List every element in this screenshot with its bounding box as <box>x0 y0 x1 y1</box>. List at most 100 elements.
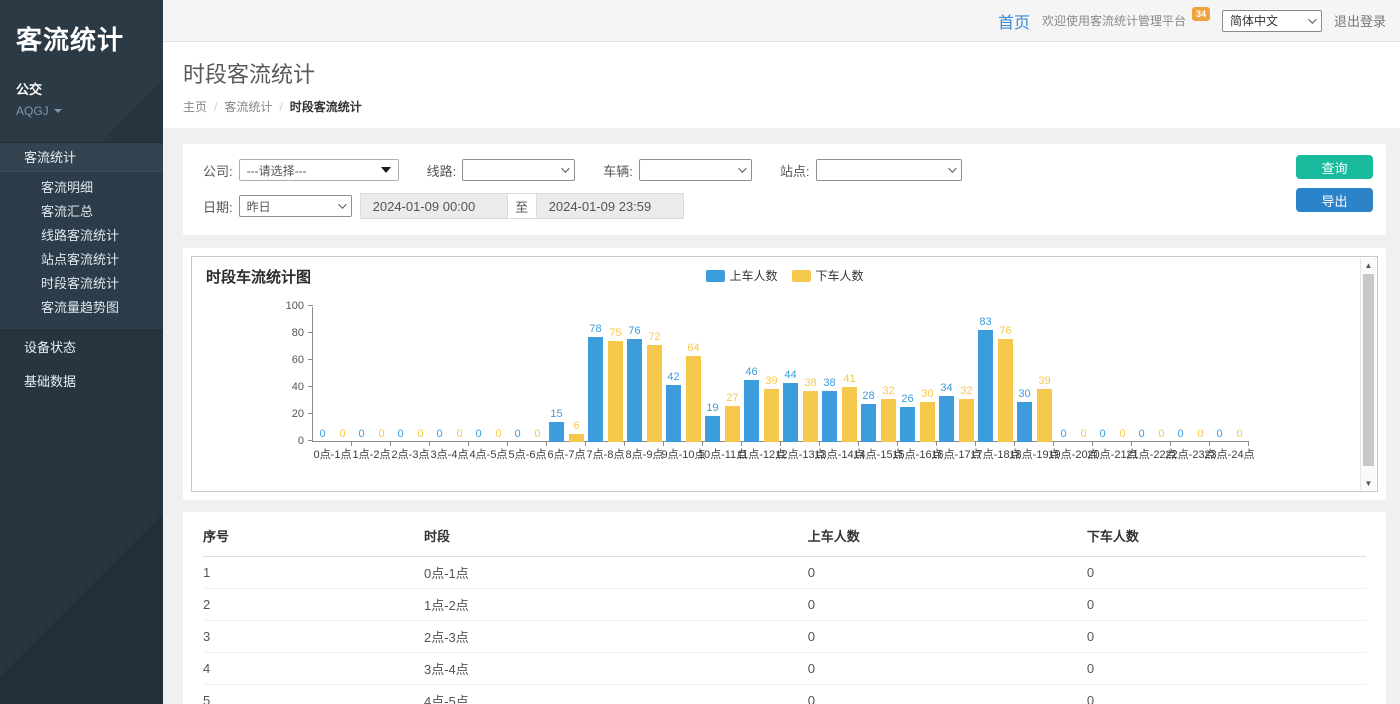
bar-下车人数[interactable] <box>686 355 701 442</box>
table-cell: 0 <box>807 652 1087 685</box>
bar-上车人数[interactable] <box>978 329 993 442</box>
bar-上车人数[interactable] <box>627 339 642 442</box>
date-end-input[interactable]: 2024-01-09 23:59 <box>535 193 684 219</box>
bar-上车人数[interactable] <box>588 336 603 442</box>
x-axis-label: 11点-12点 <box>736 449 787 461</box>
x-axis-label: 12点-13点 <box>775 449 826 461</box>
x-axis-label: 21点-22点 <box>1126 449 1177 461</box>
bar-value-label: 15 <box>550 407 563 420</box>
sidebar-item-站点客流统计[interactable]: 站点客流统计 <box>41 252 120 267</box>
bar-column: 0 <box>1173 428 1189 442</box>
bar-column: 34 <box>939 382 955 442</box>
breadcrumb-item[interactable]: 主页 <box>183 100 208 114</box>
table-cell: 3 <box>203 620 424 653</box>
bar-column: 64 <box>686 342 702 442</box>
table-row: 2 1点-2点 0 0 <box>203 588 1366 621</box>
bar-value-label: 39 <box>1038 375 1051 388</box>
caret-down-icon <box>53 109 62 113</box>
bar-下车人数[interactable] <box>803 390 818 442</box>
bar-value-label: 0 <box>475 428 482 440</box>
legend-item-上车人数[interactable]: 上车人数 <box>705 267 778 284</box>
bar-上车人数[interactable] <box>666 385 681 442</box>
bar-上车人数[interactable] <box>549 421 564 442</box>
bar-下车人数[interactable] <box>647 344 662 442</box>
bar-上车人数[interactable] <box>1017 401 1032 442</box>
line-select[interactable] <box>462 159 576 181</box>
line-label: 线路: <box>426 163 457 179</box>
bar-column: 0 <box>1095 428 1111 442</box>
page-title: 时段客流统计 <box>183 62 316 87</box>
sidebar-section-基础数据[interactable]: 基础数据 <box>24 374 77 389</box>
bar-上车人数[interactable] <box>705 416 720 442</box>
scrollbar-thumb[interactable] <box>1363 274 1374 466</box>
bar-value-label: 42 <box>667 371 680 384</box>
bar-上车人数[interactable] <box>744 379 759 442</box>
bar-column: 0 <box>1212 428 1228 442</box>
bar-上车人数[interactable] <box>939 396 954 442</box>
x-axis-label: 0点-1点 <box>313 449 352 461</box>
table-cell: 0 <box>1086 588 1366 621</box>
legend-label: 上车人数 <box>729 269 778 283</box>
bar-下车人数[interactable] <box>764 389 779 442</box>
bar-group-0点-1点: 0 0 0点-1点 <box>313 307 352 461</box>
bar-下车人数[interactable] <box>920 401 935 442</box>
org-selector[interactable]: AQGJ <box>16 104 147 118</box>
chevron-down-icon <box>337 200 347 209</box>
sidebar-item-时段客流统计[interactable]: 时段客流统计 <box>41 276 120 291</box>
bar-下车人数[interactable] <box>608 340 623 442</box>
bar-value-label: 0 <box>1080 428 1087 440</box>
bar-value-label: 6 <box>573 419 580 432</box>
table-cell: 5 <box>203 684 424 704</box>
bar-下车人数[interactable] <box>569 433 584 442</box>
station-select[interactable] <box>815 159 962 181</box>
bar-下车人数[interactable] <box>725 405 740 442</box>
date-preset-select[interactable]: 昨日 <box>238 195 352 217</box>
bar-column: 0 <box>471 428 487 442</box>
bar-上车人数[interactable] <box>783 382 798 442</box>
query-button[interactable]: 查询 <box>1296 155 1373 179</box>
breadcrumb-item[interactable]: 客流统计 <box>224 100 273 114</box>
chart-vertical-scrollbar[interactable]: ▲ ▼ <box>1360 258 1376 490</box>
vehicle-select[interactable] <box>638 159 752 181</box>
breadcrumb-separator: / <box>214 99 218 114</box>
scroll-down-icon[interactable]: ▼ <box>1364 478 1373 488</box>
x-axis-label: 22点-23点 <box>1165 449 1216 461</box>
bar-下车人数[interactable] <box>842 386 857 442</box>
table-cell: 2 <box>203 588 424 621</box>
bar-下车人数[interactable] <box>959 398 974 442</box>
sidebar-item-线路客流统计[interactable]: 线路客流统计 <box>41 228 120 243</box>
company-select[interactable]: ---请选择--- <box>238 159 399 181</box>
export-button[interactable]: 导出 <box>1296 188 1373 212</box>
bar-value-label: 0 <box>358 428 365 440</box>
legend-item-下车人数[interactable]: 下车人数 <box>791 267 864 284</box>
company-value: ---请选择--- <box>246 163 307 178</box>
bar-value-label: 30 <box>921 387 934 400</box>
bar-上车人数[interactable] <box>900 406 915 442</box>
bar-value-label: 0 <box>1060 428 1067 440</box>
logout-link[interactable]: 退出登录 <box>1333 14 1386 29</box>
date-start-input[interactable]: 2024-01-09 00:00 <box>359 193 508 219</box>
x-axis-label: 13点-14点 <box>814 449 865 461</box>
bar-下车人数[interactable] <box>1037 389 1052 442</box>
sidebar-nav: 客流统计 客流明细客流汇总线路客流统计 站点客流统计 时段客流统计 客流量趋势图 设备… <box>0 142 163 399</box>
sidebar-section-passenger-stats[interactable]: 客流统计 <box>0 142 163 172</box>
bar-上车人数[interactable] <box>861 404 876 442</box>
bar-上车人数[interactable] <box>822 390 837 442</box>
table-cell: 0点-1点 <box>423 556 808 589</box>
date-preset-value: 昨日 <box>246 199 271 214</box>
bar-下车人数[interactable] <box>881 398 896 442</box>
language-select[interactable]: 简体中文 <box>1221 9 1322 32</box>
table-cell: 0 <box>807 620 1087 653</box>
bar-column: 0 <box>354 428 370 442</box>
bar-column: 78 <box>588 323 604 442</box>
scroll-up-icon[interactable]: ▲ <box>1364 260 1373 270</box>
notification-badge: 34 <box>1191 6 1210 21</box>
sidebar-item-客流量趋势图[interactable]: 客流量趋势图 <box>41 300 120 315</box>
y-axis-tick-label: 60 <box>291 354 304 366</box>
sidebar-item-客流汇总[interactable]: 客流汇总 <box>41 204 94 219</box>
sidebar-section-设备状态[interactable]: 设备状态 <box>24 340 77 355</box>
bar-下车人数[interactable] <box>998 339 1013 442</box>
table-cell: 0 <box>807 556 1087 589</box>
sidebar-item-客流明细[interactable]: 客流明细 <box>41 180 94 195</box>
home-link[interactable]: 首页 <box>997 14 1030 32</box>
